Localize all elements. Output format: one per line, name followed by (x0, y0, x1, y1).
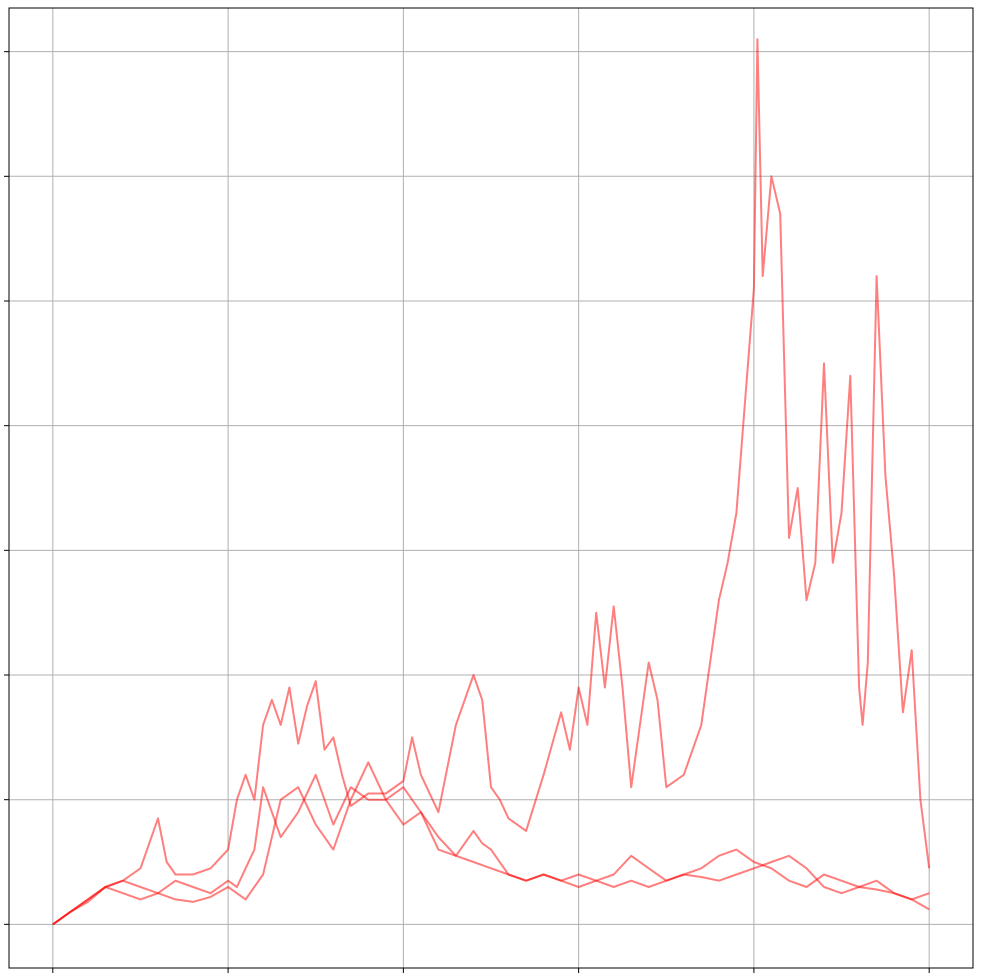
series-line-1 (52, 38, 931, 926)
series-line-3 (52, 761, 930, 926)
plot-frame (8, 7, 974, 969)
grid-lines (9, 8, 973, 968)
series-lines (52, 38, 931, 926)
series-line-2 (52, 773, 930, 926)
axis-ticks (4, 51, 930, 973)
